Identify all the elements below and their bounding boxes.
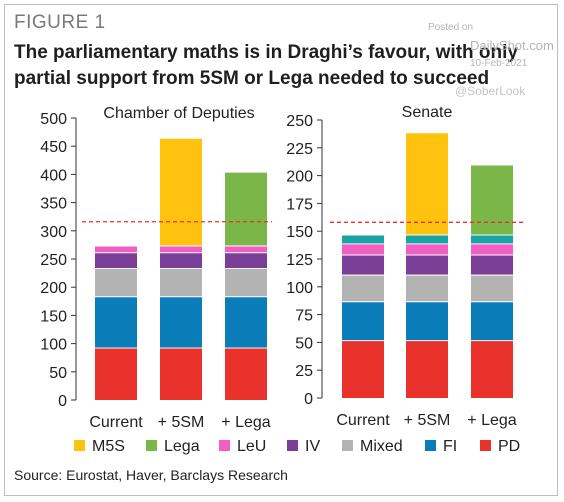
- bar-segment-fi: [471, 301, 513, 341]
- y-tick-label: 225: [286, 141, 313, 158]
- legend-label: Mixed: [360, 438, 403, 455]
- watermark-date: 10-Feb-2021: [470, 58, 528, 69]
- y-tick-label: 200: [40, 280, 67, 297]
- bar-segment-iv: [95, 252, 137, 269]
- bar-segment-iv: [406, 254, 448, 275]
- bar-segment-lega: [471, 164, 513, 235]
- bar-segment-lega: [225, 171, 267, 246]
- legend-swatch-iv: [287, 440, 298, 451]
- y-tick-label: 100: [40, 337, 67, 354]
- x-tick-label: Current: [336, 412, 390, 429]
- y-tick-label: 50: [295, 335, 313, 352]
- legend-swatch-m5s: [74, 440, 85, 451]
- y-tick-label: 400: [40, 167, 67, 184]
- legend-swatch-pd: [480, 440, 491, 451]
- y-tick-label: 150: [286, 224, 313, 241]
- legend-label: IV: [305, 438, 320, 455]
- bar-segment-fi: [95, 296, 137, 348]
- bar-segment-leu: [471, 243, 513, 255]
- bar-segment-mixed: [406, 274, 448, 302]
- bar-segment-pd: [160, 347, 202, 400]
- source-note: Source: Eurostat, Haver, Barclays Resear…: [14, 467, 288, 483]
- chart-title: Senate: [402, 104, 453, 121]
- bar-segment-mixed: [471, 274, 513, 302]
- legend-label: LeU: [237, 438, 266, 455]
- y-tick-label: 250: [286, 113, 313, 130]
- bar-segment-fi: [225, 296, 267, 348]
- legend-swatch-fi: [425, 440, 436, 451]
- bar-segment-m5s: [406, 132, 448, 235]
- bar-segment-leu: [160, 245, 202, 253]
- figure-headline: The parliamentary maths is in Draghi’s f…: [14, 42, 518, 89]
- bar-segment-iv: [160, 252, 202, 269]
- chart-title: Chamber of Deputies: [103, 105, 254, 122]
- legend-label: FI: [443, 438, 457, 455]
- x-tick-label: + Lega: [221, 414, 270, 431]
- bar-segment-mixed: [342, 274, 384, 302]
- y-tick-label: 100: [286, 280, 313, 297]
- bar-segment-pd: [225, 347, 267, 400]
- watermark-posted-on: Posted on: [428, 22, 474, 33]
- bar-segment-mixed: [160, 268, 202, 297]
- bar-segment-other: [471, 234, 513, 244]
- legend-label: PD: [498, 438, 520, 455]
- bar-segment-pd: [95, 347, 137, 400]
- watermark-handle: @SoberLook: [455, 84, 526, 98]
- y-tick-label: 50: [49, 365, 67, 382]
- bar-segment-leu: [95, 245, 137, 253]
- bar-segment-m5s: [160, 137, 202, 246]
- bar-segment-fi: [342, 301, 384, 341]
- y-tick-label: 25: [295, 363, 313, 380]
- legend-swatch-leu: [219, 440, 230, 451]
- bar-segment-iv: [342, 254, 384, 275]
- legend-swatch-mixed: [342, 440, 353, 451]
- bar-segment-other: [342, 234, 384, 244]
- x-tick-label: + 5SM: [404, 412, 451, 429]
- y-tick-label: 250: [40, 252, 67, 269]
- y-tick-label: 300: [40, 224, 67, 241]
- bar-segment-pd: [471, 340, 513, 398]
- y-tick-label: 500: [40, 111, 67, 128]
- y-tick-label: 75: [295, 308, 313, 325]
- x-tick-label: Current: [89, 414, 143, 431]
- legend-label: M5S: [92, 438, 125, 455]
- bar-segment-iv: [471, 254, 513, 275]
- bar-segment-fi: [160, 296, 202, 348]
- bar-segment-mixed: [225, 268, 267, 297]
- y-tick-label: 0: [304, 391, 313, 408]
- figure-frame: [4, 4, 558, 496]
- y-tick-label: 125: [286, 252, 313, 269]
- y-tick-label: 450: [40, 139, 67, 156]
- figure-label: FIGURE 1: [14, 12, 106, 33]
- x-tick-label: + Lega: [467, 412, 516, 429]
- bar-segment-fi: [406, 301, 448, 341]
- bar-segment-leu: [225, 245, 267, 253]
- y-tick-label: 350: [40, 196, 67, 213]
- bar-segment-leu: [342, 243, 384, 255]
- watermark-site: DailyShot.com: [470, 38, 554, 53]
- legend-swatch-lega: [146, 440, 157, 451]
- bar-segment-leu: [406, 243, 448, 255]
- y-tick-label: 200: [286, 169, 313, 186]
- y-tick-label: 175: [286, 196, 313, 213]
- bar-segment-pd: [406, 340, 448, 398]
- x-tick-label: + 5SM: [158, 414, 205, 431]
- legend-label: Lega: [164, 438, 200, 455]
- y-tick-label: 150: [40, 308, 67, 325]
- bar-segment-pd: [342, 340, 384, 398]
- bar-segment-other: [406, 234, 448, 244]
- y-tick-label: 0: [58, 393, 67, 410]
- bar-segment-mixed: [95, 268, 137, 297]
- bar-segment-iv: [225, 252, 267, 269]
